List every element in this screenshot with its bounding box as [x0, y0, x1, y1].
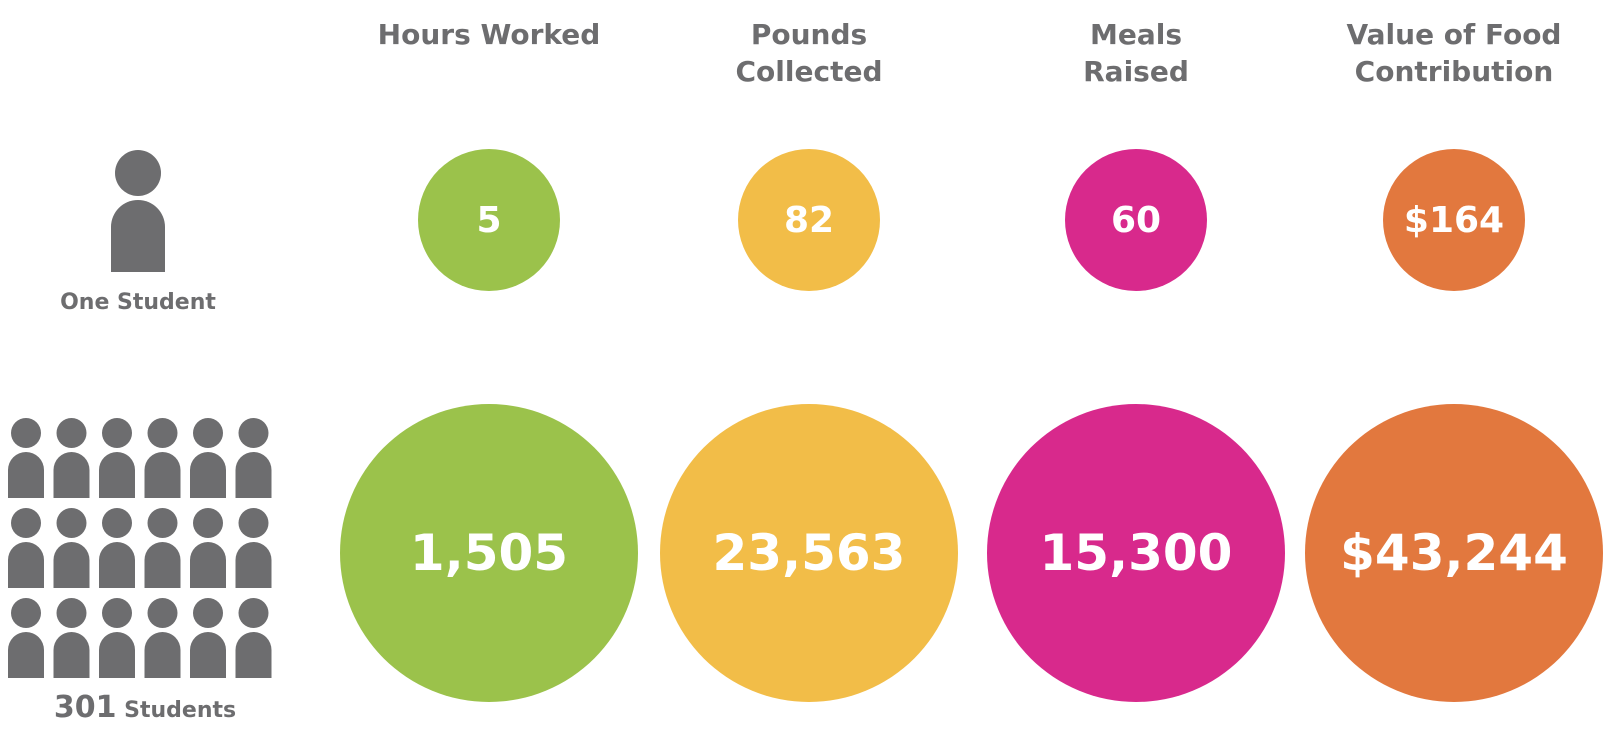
person-icon — [99, 418, 135, 498]
column-title: Value of Food Contribution — [1346, 18, 1562, 88]
row-label: One Student — [60, 290, 216, 315]
person-icon — [190, 598, 226, 678]
person-icon — [190, 508, 226, 588]
person-icon — [8, 418, 44, 498]
value-circle: 15,300 — [987, 404, 1285, 702]
value-circle: $43,244 — [1305, 404, 1603, 702]
column-title: Meals Raised — [1083, 18, 1189, 88]
person-icons — [8, 150, 272, 678]
person-icon — [144, 418, 181, 498]
person-icon — [235, 598, 272, 678]
person-icon — [235, 418, 272, 498]
person-icon — [144, 598, 181, 678]
person-icon — [53, 508, 90, 588]
value-circle: 5 — [418, 149, 560, 291]
row-label: Students — [124, 698, 237, 723]
person-icon — [99, 598, 135, 678]
person-icon — [144, 508, 181, 588]
value-circle: 82 — [738, 149, 880, 291]
value-circle: 1,505 — [340, 404, 638, 702]
student-count: 301 — [53, 690, 117, 725]
column-title: Hours Worked — [377, 18, 601, 51]
value-circle: $164 — [1383, 149, 1525, 291]
row-label-group: 301 Students — [20, 690, 270, 725]
person-icon — [111, 150, 165, 272]
person-icon — [8, 598, 44, 678]
person-icon — [235, 508, 272, 588]
person-icon — [190, 418, 226, 498]
person-icon — [53, 598, 90, 678]
person-icon — [99, 508, 135, 588]
value-circle: 60 — [1065, 149, 1207, 291]
value-circle: 23,563 — [660, 404, 958, 702]
person-icon — [53, 418, 90, 498]
person-icon — [8, 508, 44, 588]
column-title: Pounds Collected — [735, 18, 883, 88]
